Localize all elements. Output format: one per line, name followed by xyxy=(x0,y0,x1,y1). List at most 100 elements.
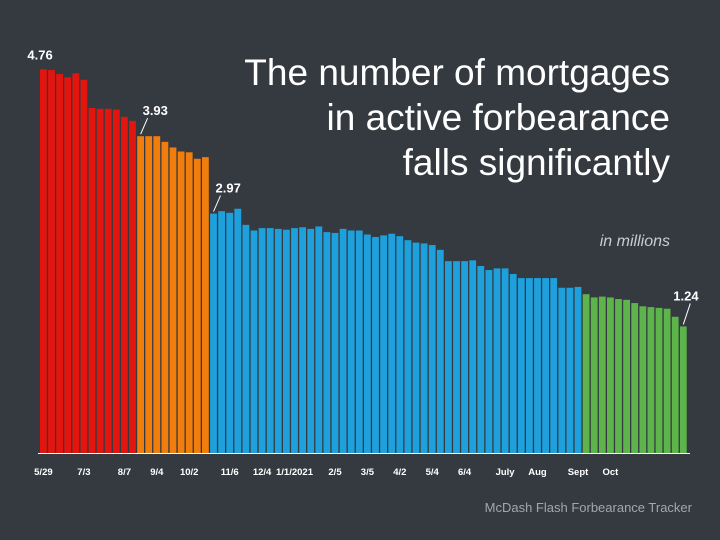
bar-49 xyxy=(436,249,444,453)
value-annotation-0: 4.76 xyxy=(27,47,52,62)
bar-15 xyxy=(161,141,169,453)
bar-59 xyxy=(517,278,525,453)
x-tick-label: 10/2 xyxy=(180,467,199,478)
bar-46 xyxy=(412,242,420,453)
bar-75 xyxy=(647,307,655,453)
x-tick-label: 6/4 xyxy=(458,467,472,478)
bar-61 xyxy=(534,278,541,453)
bar-56 xyxy=(493,268,501,453)
bar-17 xyxy=(177,151,185,453)
bar-5 xyxy=(80,79,88,454)
bar-8 xyxy=(104,108,112,453)
chart-title-line-2: in active forbearance xyxy=(326,97,670,138)
x-tick-label: 4/2 xyxy=(393,467,406,478)
bar-34 xyxy=(315,226,323,453)
bar-7 xyxy=(96,108,104,453)
units-label: in millions xyxy=(599,233,670,250)
bar-64 xyxy=(558,287,566,453)
x-tick-label: July xyxy=(496,467,516,478)
bar-44 xyxy=(396,236,404,453)
x-tick-label: 8/7 xyxy=(118,467,131,478)
bar-68 xyxy=(590,297,598,453)
x-tick-label: Oct xyxy=(602,467,619,478)
x-tick-label: Aug xyxy=(528,467,547,478)
bar-67 xyxy=(582,294,590,453)
x-tick-label: 11/6 xyxy=(221,467,239,478)
bar-55 xyxy=(485,270,493,453)
bar-9 xyxy=(112,109,120,453)
bar-74 xyxy=(639,306,647,453)
bar-38 xyxy=(347,230,355,453)
bar-65 xyxy=(566,287,574,453)
x-tick-label: 1/1/2021 xyxy=(276,467,314,478)
bar-14 xyxy=(153,136,161,453)
bar-28 xyxy=(266,228,274,453)
bar-77 xyxy=(663,308,671,453)
chart-title: The number of mortgages in active forbea… xyxy=(150,50,670,185)
bar-35 xyxy=(323,232,331,453)
bar-43 xyxy=(388,233,396,453)
bar-25 xyxy=(242,224,250,453)
chart-title-line-3: falls significantly xyxy=(402,142,670,183)
bar-63 xyxy=(550,278,558,453)
bar-11 xyxy=(129,120,136,453)
bar-76 xyxy=(655,307,663,453)
x-tick-label: 2/5 xyxy=(328,467,342,478)
bar-30 xyxy=(283,229,290,453)
bar-21 xyxy=(210,213,217,453)
bar-20 xyxy=(202,157,209,453)
bar-51 xyxy=(453,261,460,453)
bar-39 xyxy=(355,230,363,453)
bar-78 xyxy=(671,316,679,453)
bar-2 xyxy=(56,74,63,454)
bar-22 xyxy=(218,211,225,453)
bar-10 xyxy=(121,116,128,453)
annotation-leader-line xyxy=(682,303,691,325)
bar-60 xyxy=(526,278,533,453)
bar-70 xyxy=(607,297,614,453)
bar-52 xyxy=(461,261,468,453)
bar-6 xyxy=(88,107,96,453)
bar-36 xyxy=(331,232,339,453)
x-tick-label: 9/4 xyxy=(150,467,164,478)
bar-18 xyxy=(185,152,193,453)
bar-41 xyxy=(372,236,379,453)
bar-62 xyxy=(542,278,549,453)
bar-58 xyxy=(509,274,517,453)
x-tick-labels: 5/29 7/3 8/7 9/4 10/2 11/6 12/4 1/1/2021 2/5 3/5 4… xyxy=(34,467,619,478)
value-annotation-1: 3.93 xyxy=(143,103,168,118)
chart-title-line-1: The number of mortgages xyxy=(244,52,670,93)
bar-23 xyxy=(226,212,234,453)
bar-0 xyxy=(40,69,47,453)
bar-71 xyxy=(615,299,622,453)
bar-53 xyxy=(469,260,477,453)
bar-27 xyxy=(258,228,266,453)
bar-73 xyxy=(631,303,639,453)
bar-57 xyxy=(501,268,509,453)
bar-16 xyxy=(169,147,177,454)
bar-40 xyxy=(364,234,371,453)
bar-12 xyxy=(137,136,144,453)
bar-37 xyxy=(339,228,347,453)
value-annotation-3: 1.24 xyxy=(673,288,699,303)
x-tick-label: 12/4 xyxy=(253,467,272,478)
bar-24 xyxy=(234,208,242,453)
bar-3 xyxy=(64,77,72,453)
source-credit: McDash Flash Forbearance Tracker xyxy=(484,500,692,515)
x-tick-label: 3/5 xyxy=(361,467,375,478)
bar-32 xyxy=(299,227,306,453)
annotation-leader-line xyxy=(213,195,221,212)
x-tick-label: 7/3 xyxy=(77,467,90,478)
bar-50 xyxy=(445,261,452,453)
bar-33 xyxy=(307,228,315,453)
value-annotation-2: 2.97 xyxy=(216,181,241,196)
bar-4 xyxy=(72,73,80,453)
bar-54 xyxy=(477,265,485,453)
bar-79 xyxy=(679,326,687,453)
bars-group xyxy=(40,69,687,454)
bar-29 xyxy=(274,228,282,453)
bar-72 xyxy=(623,299,630,453)
bar-19 xyxy=(193,158,201,453)
